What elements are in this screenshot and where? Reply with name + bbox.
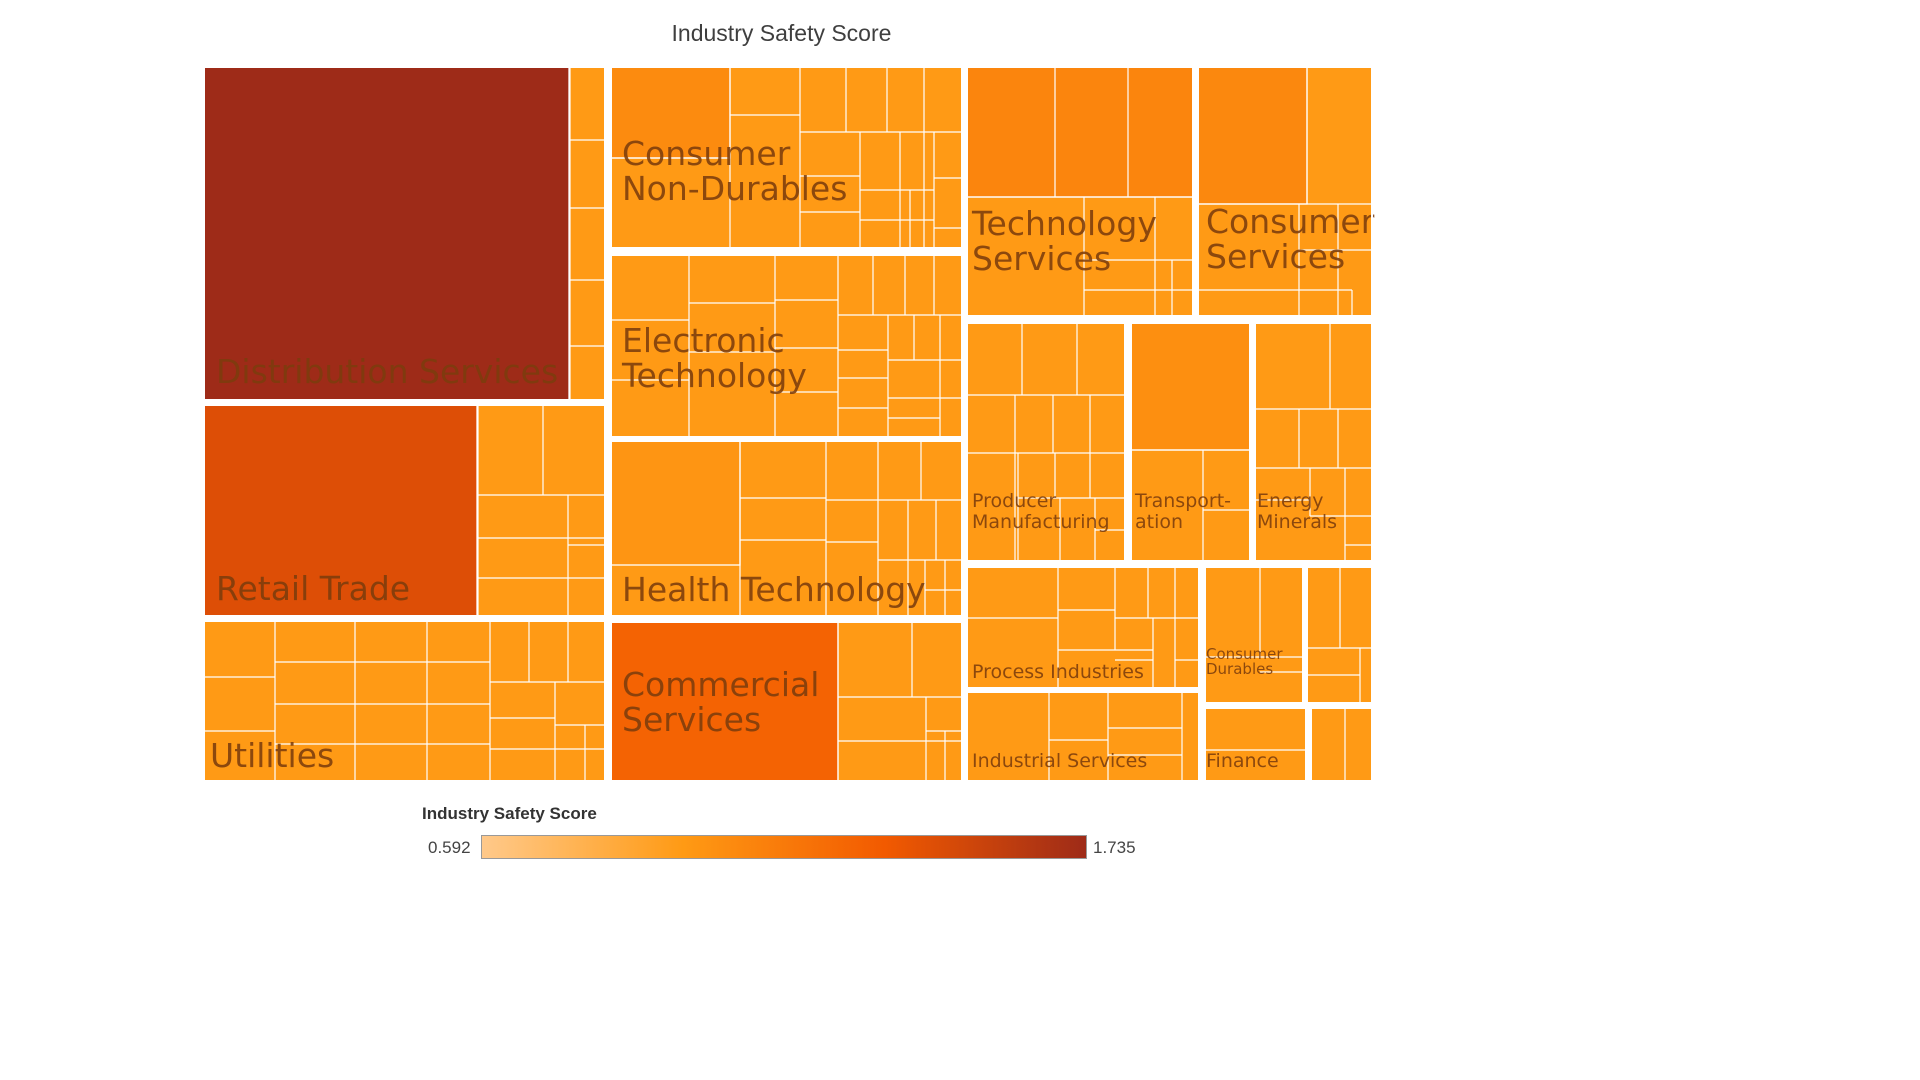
- sector-utilities[interactable]: [203, 620, 606, 782]
- label-producer-manufacturing: Producer Manufacturing: [972, 490, 1110, 533]
- tile-grid-distribution-services: [569, 67, 605, 400]
- tile-grid-retail-trade: [477, 405, 605, 616]
- label-industrial-services: Industrial Services: [972, 750, 1147, 772]
- tile-grid-unlabeled-1: [1307, 567, 1372, 703]
- legend-title: Industry Safety Score: [422, 804, 597, 823]
- label-line: Manufacturing: [972, 511, 1110, 533]
- label-line: Services: [972, 239, 1111, 278]
- label-line: Technology: [621, 356, 807, 395]
- tile-grid-industrial-services: [1048, 692, 1183, 781]
- sector-consumer-durables[interactable]: [1204, 566, 1304, 704]
- label-line: Finance: [1206, 750, 1279, 772]
- label-line: ation: [1135, 511, 1183, 533]
- label-line: Industrial Services: [972, 750, 1147, 772]
- tile-grid-producer-manufacturing: [967, 323, 1125, 561]
- tile-consumer-services-main[interactable]: [1197, 66, 1308, 205]
- tile-grid-commercial-services: [837, 622, 962, 781]
- label-line: Process Industries: [972, 661, 1144, 683]
- tile-grid-process-industries: [967, 567, 1199, 688]
- label-consumer-non-durables: Consumer Non-Durables: [622, 134, 847, 208]
- tile-grid-energy-minerals: [1255, 323, 1372, 561]
- tile-health-technology-main[interactable]: [610, 440, 741, 566]
- tile-grid-technology-services: [967, 67, 1193, 316]
- label-line: Services: [622, 700, 761, 739]
- label-commercial-services: Commercial Services: [622, 665, 819, 739]
- label-line: Non-Durables: [622, 169, 847, 208]
- label-line: Energy: [1257, 490, 1324, 512]
- label-electronic-technology: Electronic Technology: [621, 321, 807, 395]
- label-consumer-durables: Consumer Durables: [1206, 645, 1283, 678]
- label-technology-services: Technology Services: [971, 204, 1157, 278]
- tile-grid-health-technology: [739, 441, 962, 616]
- tile-grid-consumer-non-durables: [611, 67, 962, 248]
- legend-min-label: 0.592: [428, 838, 471, 857]
- tile-grid-consumer-durables: [1205, 567, 1303, 673]
- label-line: Transport-: [1134, 490, 1231, 512]
- label-line: Durables: [1206, 660, 1273, 678]
- tile-grid-electronic-technology: [611, 255, 962, 437]
- label-line: Consumer: [1206, 645, 1283, 663]
- label-health-technology: Health Technology: [622, 570, 926, 609]
- label-line: Minerals: [1257, 511, 1337, 533]
- tile-commercial-services-main[interactable]: [610, 621, 839, 782]
- label-line: Producer: [972, 490, 1056, 512]
- label-line: Retail Trade: [216, 569, 410, 608]
- sector-industrial-services[interactable]: [966, 691, 1200, 782]
- tile-distribution-services-main[interactable]: [203, 66, 570, 401]
- tile-technology-services-main[interactable]: [966, 66, 1194, 198]
- tile-retail-trade-main[interactable]: [203, 404, 478, 617]
- treemap-chart: Distribution Services Retail Trade Utiliti…: [203, 66, 1375, 782]
- label-line: Consumer: [1206, 202, 1375, 241]
- chart-title: Industry Safety Score: [671, 20, 892, 46]
- legend-color-bar: [481, 835, 1087, 859]
- legend-max-label: 1.735: [1093, 838, 1136, 857]
- label-line: Services: [1206, 237, 1345, 276]
- label-line: Electronic: [622, 321, 785, 360]
- label-line: Consumer: [622, 134, 791, 173]
- tile-grid-consumer-services: [1198, 67, 1372, 316]
- label-finance: Finance: [1206, 750, 1279, 772]
- label-utilities: Utilities: [210, 736, 334, 775]
- label-process-industries: Process Industries: [972, 661, 1144, 683]
- label-line: Health Technology: [622, 570, 926, 609]
- label-retail-trade: Retail Trade: [216, 569, 410, 608]
- label-energy-minerals: Energy Minerals: [1257, 490, 1337, 533]
- label-line: Technology: [971, 204, 1157, 243]
- sector-electronic-technology[interactable]: [610, 254, 963, 438]
- sector-unlabeled-2[interactable]: [1310, 707, 1373, 782]
- label-line: Utilities: [210, 736, 334, 775]
- sector-borders: [203, 66, 1373, 782]
- tile-grid-transportation: [1131, 449, 1250, 561]
- sector-producer-manufacturing[interactable]: [966, 322, 1126, 562]
- label-distribution-services: Distribution Services: [216, 352, 558, 391]
- label-line: Distribution Services: [216, 352, 558, 391]
- label-transportation: Transport-ation: [1134, 490, 1231, 533]
- label-consumer-services: Consumer Services: [1206, 202, 1375, 276]
- label-line: Commercial: [622, 665, 819, 704]
- tile-transportation-main[interactable]: [1130, 322, 1251, 451]
- tile-grid-utilities: [204, 621, 605, 781]
- tile-consumer-non-durables-main[interactable]: [610, 66, 731, 159]
